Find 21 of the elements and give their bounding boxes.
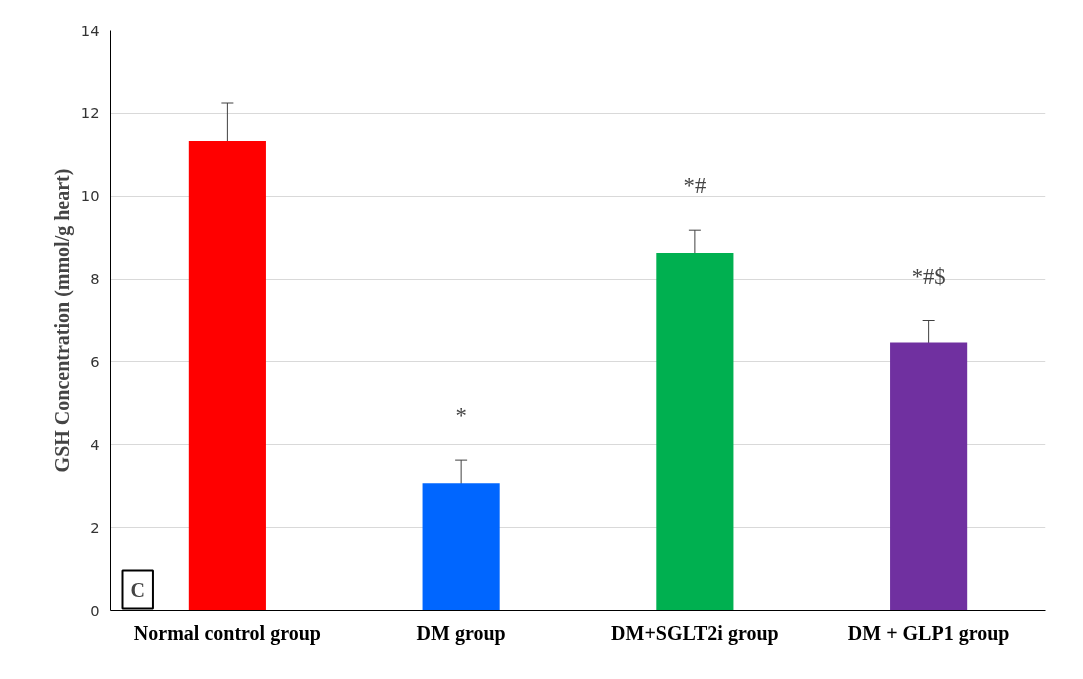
- y-tick-label: 2: [90, 518, 100, 536]
- x-tick-label: DM group: [416, 621, 506, 645]
- annotation: *#: [683, 173, 707, 199]
- annotation: *#$: [911, 263, 946, 289]
- y-tick-label: 10: [80, 187, 100, 205]
- annotation: *: [455, 403, 467, 429]
- y-tick-label: 6: [90, 352, 100, 370]
- x-tick-label: DM+SGLT2i group: [611, 621, 779, 645]
- x-tick-label: Normal control group: [133, 621, 321, 645]
- y-axis-title: GSH Concentration (mmol/g heart): [50, 168, 74, 473]
- y-tick-label: 0: [90, 601, 100, 619]
- x-tick-label: DM + GLP1 group: [847, 621, 1010, 645]
- bar: [890, 342, 968, 611]
- y-tick-label: 8: [90, 270, 100, 288]
- annotation: C: [130, 578, 145, 601]
- y-tick-label: 14: [80, 21, 100, 39]
- y-tick-label: 4: [90, 435, 100, 453]
- bar: [656, 252, 734, 611]
- bar: [188, 141, 266, 611]
- y-tick-label: 12: [80, 104, 100, 122]
- bar: [422, 483, 500, 611]
